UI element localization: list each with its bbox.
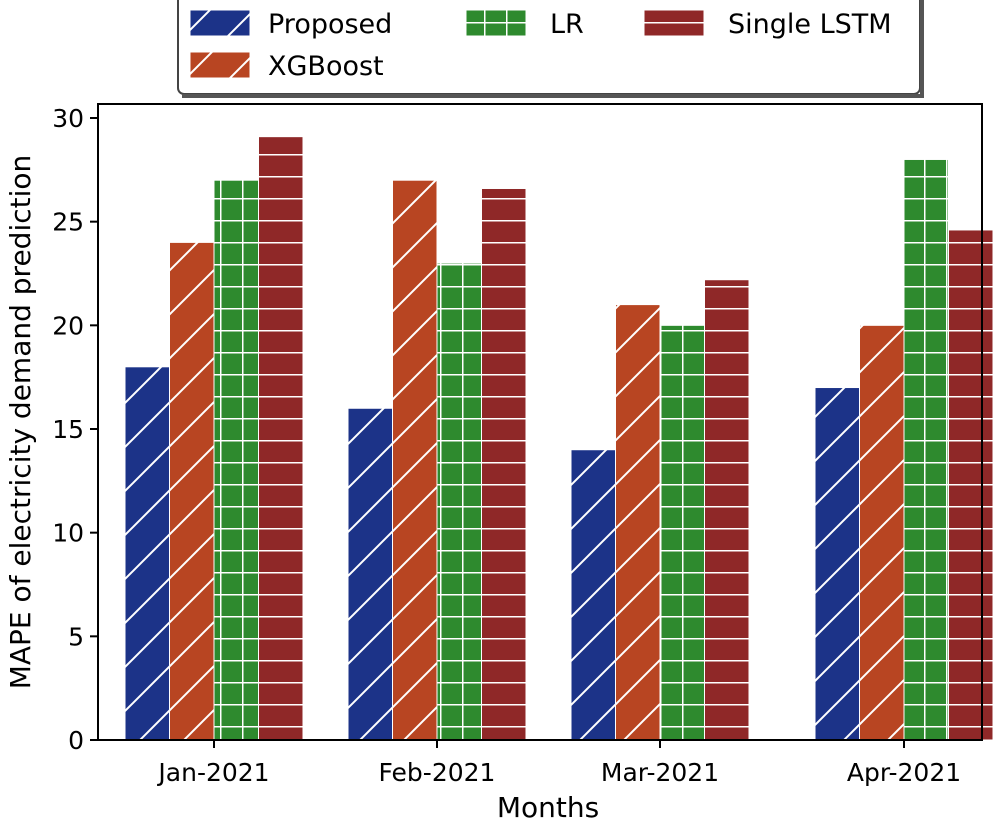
- legend-entry-lr: LR: [465, 9, 584, 40]
- x-tick-label-jan-2021: Jan-2021: [156, 758, 269, 787]
- bar-hatch-single-lstm-feb-2021: [481, 187, 527, 741]
- y-tick-label-5: 5: [68, 622, 84, 651]
- y-axis: 0 5 10 15 20 25 30: [52, 104, 98, 755]
- bar-hatch-xgboost-jan-2021: [169, 241, 215, 741]
- y-axis-title: MAPE of electricity demand prediction: [4, 155, 37, 690]
- y-tick-label-30: 30: [52, 104, 84, 133]
- x-axis-title: Months: [497, 791, 599, 824]
- bar-hatch-xgboost-mar-2021: [615, 304, 661, 741]
- legend-box-shadow-right: [920, 0, 924, 96]
- bar-hatch-xgboost-apr-2021: [859, 324, 905, 741]
- bar-hatch-lr-feb-2021: [436, 262, 482, 741]
- legend-swatch-lr-hatch: [466, 10, 526, 36]
- bar-hatch-proposed-mar-2021: [570, 449, 616, 741]
- x-tick-label-mar-2021: Mar-2021: [601, 758, 719, 787]
- bar-hatch-proposed-apr-2021: [814, 387, 860, 741]
- y-tick-label-25: 25: [52, 208, 84, 237]
- x-axis: Jan-2021 Feb-2021 Mar-2021 Apr-2021: [156, 740, 961, 787]
- legend-entry-single-lstm: Single LSTM: [643, 9, 892, 40]
- bar-hatch-lr-apr-2021: [903, 158, 949, 741]
- legend-swatch-xgboost-hatch: [190, 52, 250, 78]
- y-tick-label-0: 0: [68, 726, 84, 755]
- legend-box-shadow-bottom: [182, 94, 924, 98]
- bar-hatch-proposed-jan-2021: [124, 366, 170, 741]
- y-tick-label-10: 10: [52, 519, 84, 548]
- x-tick-label-apr-2021: Apr-2021: [847, 758, 961, 787]
- legend-label-single-lstm: Single LSTM: [728, 9, 892, 40]
- bar-hatch-single-lstm-jan-2021: [258, 136, 304, 741]
- legend: Proposed XGBoost LR Single LSTM: [177, 0, 924, 98]
- plot-frame: [97, 103, 983, 741]
- bar-hatch-lr-mar-2021: [659, 324, 705, 741]
- legend-label-lr: LR: [550, 9, 584, 40]
- bar-hatch-lr-jan-2021: [213, 179, 259, 741]
- legend-label-xgboost: XGBoost: [268, 51, 384, 82]
- x-tick-label-feb-2021: Feb-2021: [379, 758, 496, 787]
- bar-hatch-single-lstm-apr-2021: [948, 229, 994, 741]
- bar-hatch-proposed-feb-2021: [347, 407, 393, 741]
- bar-hatch-single-lstm-mar-2021: [704, 279, 750, 741]
- y-tick-label-15: 15: [52, 415, 84, 444]
- bar-hatch-xgboost-feb-2021: [392, 179, 438, 741]
- legend-swatch-single-lstm-hatch: [644, 10, 704, 36]
- legend-entry-xgboost: XGBoost: [189, 51, 384, 82]
- bars: [124, 136, 994, 741]
- legend-entry-proposed: Proposed: [189, 9, 392, 40]
- legend-label-proposed: Proposed: [268, 9, 392, 40]
- legend-swatch-proposed-hatch: [190, 10, 250, 36]
- y-tick-label-20: 20: [52, 311, 84, 340]
